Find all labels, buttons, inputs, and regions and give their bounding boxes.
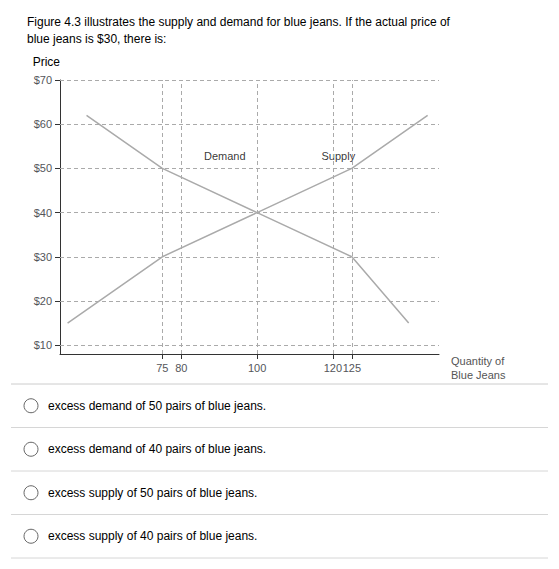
svg-text:Demand: Demand (204, 150, 246, 162)
svg-text:$10: $10 (34, 339, 52, 351)
svg-text:120: 120 (324, 362, 342, 374)
svg-text:Price: Price (33, 55, 61, 69)
svg-text:Quantity of: Quantity of (451, 355, 505, 367)
svg-text:excess demand of 40 pairs of b: excess demand of 40 pairs of blue jeans. (48, 442, 266, 456)
svg-text:$60: $60 (34, 118, 52, 130)
svg-text:$50: $50 (34, 162, 52, 174)
svg-text:blue jeans is $30, there is:: blue jeans is $30, there is: (27, 32, 166, 46)
svg-text:75: 75 (156, 362, 168, 374)
svg-text:$20: $20 (34, 295, 52, 307)
svg-text:$70: $70 (34, 74, 52, 86)
svg-text:Blue Jeans: Blue Jeans (451, 369, 506, 381)
svg-text:excess demand of 50 pairs of b: excess demand of 50 pairs of blue jeans. (48, 399, 266, 413)
svg-text:Figure 4.3 illustrates the sup: Figure 4.3 illustrates the supply and de… (27, 15, 451, 29)
svg-text:$40: $40 (34, 207, 52, 219)
svg-text:80: 80 (175, 362, 187, 374)
svg-text:excess supply of 50 pairs of b: excess supply of 50 pairs of blue jeans. (48, 486, 257, 500)
svg-text:$30: $30 (34, 251, 52, 263)
svg-text:excess supply of 40 pairs of b: excess supply of 40 pairs of blue jeans. (48, 529, 257, 543)
svg-text:125: 125 (343, 362, 361, 374)
svg-text:Supply: Supply (322, 150, 356, 162)
svg-text:100: 100 (248, 362, 266, 374)
